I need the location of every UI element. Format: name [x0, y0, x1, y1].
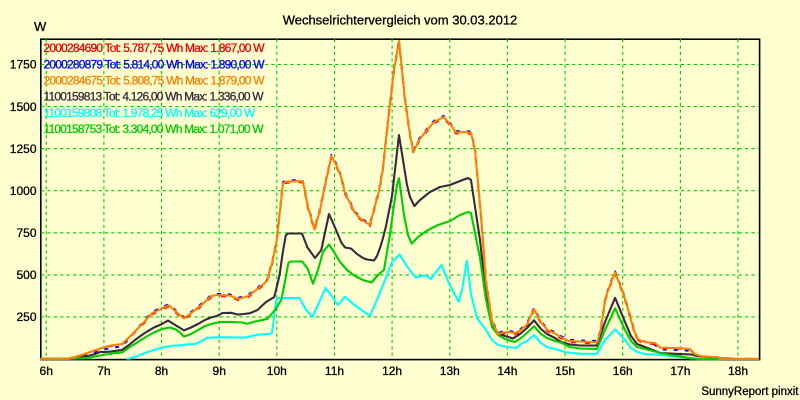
svg-text:14h: 14h [497, 364, 517, 378]
svg-text:750: 750 [16, 226, 36, 240]
svg-text:17h: 17h [670, 364, 690, 378]
svg-text:9h: 9h [213, 364, 226, 378]
svg-text:2000284690 Tot: 5.787,75 Wh Ma: 2000284690 Tot: 5.787,75 Wh Max: 1.867,0… [44, 41, 266, 55]
svg-text:11h: 11h [325, 364, 344, 378]
svg-text:W: W [34, 19, 47, 34]
svg-text:15h: 15h [555, 364, 575, 378]
svg-text:10h: 10h [267, 364, 287, 378]
svg-text:7h: 7h [97, 364, 110, 378]
svg-text:6h: 6h [40, 364, 53, 378]
svg-text:1750: 1750 [10, 58, 37, 72]
svg-text:1500: 1500 [10, 100, 37, 114]
svg-text:1000: 1000 [10, 184, 37, 198]
svg-text:18h: 18h [728, 364, 748, 378]
svg-text:16h: 16h [613, 364, 633, 378]
svg-text:12h: 12h [382, 364, 402, 378]
svg-text:1100159808 Tot: 1.978,25 Wh Ma: 1100159808 Tot: 1.978,25 Wh Max: 629,00 … [44, 106, 256, 120]
svg-text:Wechselrichtervergleich vom 30: Wechselrichtervergleich vom 30.03.2012 [283, 13, 518, 28]
svg-text:250: 250 [16, 310, 36, 324]
svg-text:2000284675 Tot: 5.808,75 Wh Ma: 2000284675 Tot: 5.808,75 Wh Max: 1.879,0… [44, 74, 266, 88]
svg-text:8h: 8h [155, 364, 168, 378]
svg-text:2000280879 Tot: 5.814,00 Wh Ma: 2000280879 Tot: 5.814,00 Wh Max: 1.890,0… [44, 57, 266, 71]
svg-text:1100159813 Tot: 4.126,00 Wh Ma: 1100159813 Tot: 4.126,00 Wh Max: 1.336,0… [44, 90, 265, 104]
svg-text:13h: 13h [440, 364, 460, 378]
svg-text:500: 500 [16, 268, 36, 282]
svg-text:1100158753 Tot: 3.304,00 Wh Ma: 1100158753 Tot: 3.304,00 Wh Max: 1.071,0… [44, 122, 265, 136]
svg-text:1250: 1250 [10, 142, 37, 156]
svg-text:SunnyReport pinxit: SunnyReport pinxit [701, 386, 799, 398]
